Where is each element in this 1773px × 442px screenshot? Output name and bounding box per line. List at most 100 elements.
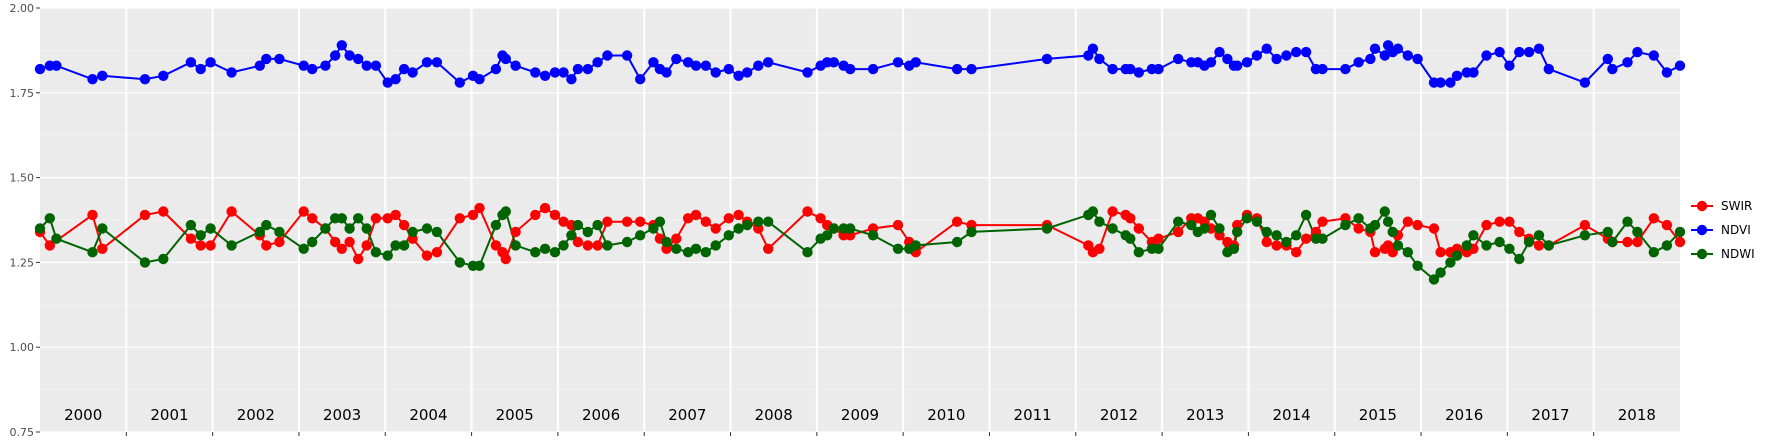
data-point-ndwi (671, 243, 682, 254)
data-point-ndwi (753, 216, 764, 227)
year-label: 2001 (150, 406, 188, 424)
data-point-ndwi (431, 226, 443, 238)
data-point-ndvi (602, 50, 613, 61)
year-label: 2013 (1186, 406, 1224, 424)
data-point-ndvi (1661, 67, 1673, 78)
data-point-ndwi (1579, 230, 1591, 241)
data-point-ndvi (1622, 57, 1633, 68)
data-point-ndvi (1451, 70, 1463, 82)
data-point-ndvi (802, 67, 813, 78)
data-point-ndwi (1648, 247, 1660, 258)
data-point-ndvi (910, 57, 921, 68)
data-point-ndvi (51, 60, 62, 71)
data-point-ndwi (1205, 209, 1217, 221)
data-point-swir (139, 209, 151, 221)
data-point-swir (1402, 216, 1414, 227)
year-label: 2006 (582, 406, 620, 424)
data-point-ndwi (97, 223, 108, 234)
data-point-ndwi (185, 219, 197, 231)
data-point-ndwi (742, 219, 753, 231)
data-point-ndwi (195, 230, 206, 241)
data-point-ndwi (682, 247, 694, 258)
y-tick-label: 2.00 (10, 2, 35, 15)
data-point-swir (44, 240, 55, 251)
legend-label-ndvi: NDVI (1721, 223, 1751, 237)
data-point-swir (330, 236, 341, 248)
data-point-swir (467, 209, 479, 221)
data-point-swir (298, 206, 309, 217)
data-point-swir (500, 253, 511, 265)
data-point-swir (530, 209, 541, 221)
data-point-ndwi (1271, 230, 1282, 241)
data-point-ndwi (370, 247, 382, 258)
data-point-swir (1173, 226, 1184, 238)
data-point-ndvi (139, 74, 151, 85)
year-labels: 2000 2001 2002 2003 2004 2005 2006 2007 2008 2009… (64, 406, 1656, 424)
data-point-swir (1533, 240, 1545, 251)
data-point-ndvi (431, 57, 443, 68)
data-point-ndvi (1533, 43, 1545, 54)
year-label: 2011 (1014, 406, 1052, 424)
data-point-ndvi (510, 60, 521, 71)
year-label: 2003 (323, 406, 361, 424)
data-point-swir (1317, 216, 1328, 227)
data-point-ndwi (1412, 260, 1423, 271)
year-label: 2010 (927, 406, 965, 424)
data-point-ndwi (1094, 216, 1105, 227)
legend-key-point (1696, 248, 1708, 260)
data-point-swir (549, 209, 561, 221)
data-point-ndwi (966, 226, 977, 238)
data-point-swir (1353, 223, 1364, 234)
data-point-swir (951, 216, 963, 227)
data-point-swir (390, 209, 401, 221)
data-point-ndwi (1340, 219, 1351, 231)
data-point-ndvi (1173, 53, 1184, 65)
data-point-ndwi (1281, 236, 1292, 248)
data-point-ndwi (549, 247, 561, 258)
data-point-ndvi (1271, 53, 1282, 65)
data-point-ndwi (910, 240, 921, 251)
data-point-ndvi (1412, 53, 1423, 65)
data-point-ndvi (254, 60, 265, 71)
y-tick-label: 1.75 (10, 87, 35, 100)
data-point-ndwi (1382, 216, 1394, 227)
data-point-swir (635, 216, 646, 227)
data-point-ndvi (1087, 43, 1099, 54)
data-point-swir (572, 236, 584, 248)
data-point-ndvi (1232, 60, 1243, 71)
data-point-ndwi (1674, 226, 1686, 238)
data-point-ndvi (97, 70, 108, 82)
data-point-swir (226, 206, 237, 217)
data-point-ndvi (1214, 46, 1225, 58)
data-point-ndvi (661, 67, 672, 78)
data-point-ndwi (1291, 230, 1302, 241)
data-point-swir (592, 240, 603, 251)
data-point-ndvi (566, 74, 577, 85)
data-point-ndwi (1261, 226, 1272, 238)
data-point-ndwi (158, 253, 169, 265)
data-point-ndvi (1153, 63, 1164, 75)
data-point-ndwi (822, 230, 833, 241)
data-point-ndvi (336, 40, 347, 51)
data-point-swir (602, 216, 613, 227)
data-point-ndwi (274, 226, 285, 238)
data-point-ndvi (700, 60, 711, 71)
data-point-swir (1261, 236, 1272, 248)
data-point-swir (474, 202, 485, 214)
data-point-ndwi (34, 223, 46, 234)
data-point-swir (274, 236, 285, 248)
data-point-ndwi (572, 219, 584, 231)
data-point-swir (1428, 223, 1440, 234)
data-point-ndvi (1602, 53, 1614, 65)
data-point-ndwi (205, 223, 216, 234)
data-point-ndwi (1523, 236, 1535, 248)
year-label: 2004 (409, 406, 447, 424)
data-point-ndwi (1392, 240, 1404, 251)
data-point-swir (1133, 223, 1145, 234)
data-point-ndvi (1222, 53, 1233, 65)
data-point-ndvi (474, 74, 485, 85)
data-point-ndwi (390, 240, 401, 251)
data-point-ndvi (344, 50, 355, 61)
data-point-ndwi (733, 223, 744, 234)
year-label: 2018 (1618, 406, 1656, 424)
